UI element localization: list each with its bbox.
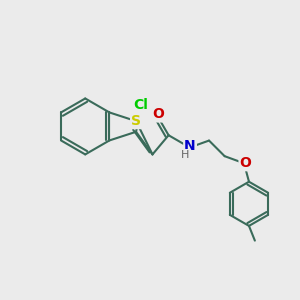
Text: S: S (131, 114, 141, 128)
Text: O: O (240, 156, 251, 170)
Text: H: H (181, 149, 190, 160)
Text: O: O (152, 107, 164, 122)
Text: Cl: Cl (133, 98, 148, 112)
Text: N: N (184, 139, 196, 153)
